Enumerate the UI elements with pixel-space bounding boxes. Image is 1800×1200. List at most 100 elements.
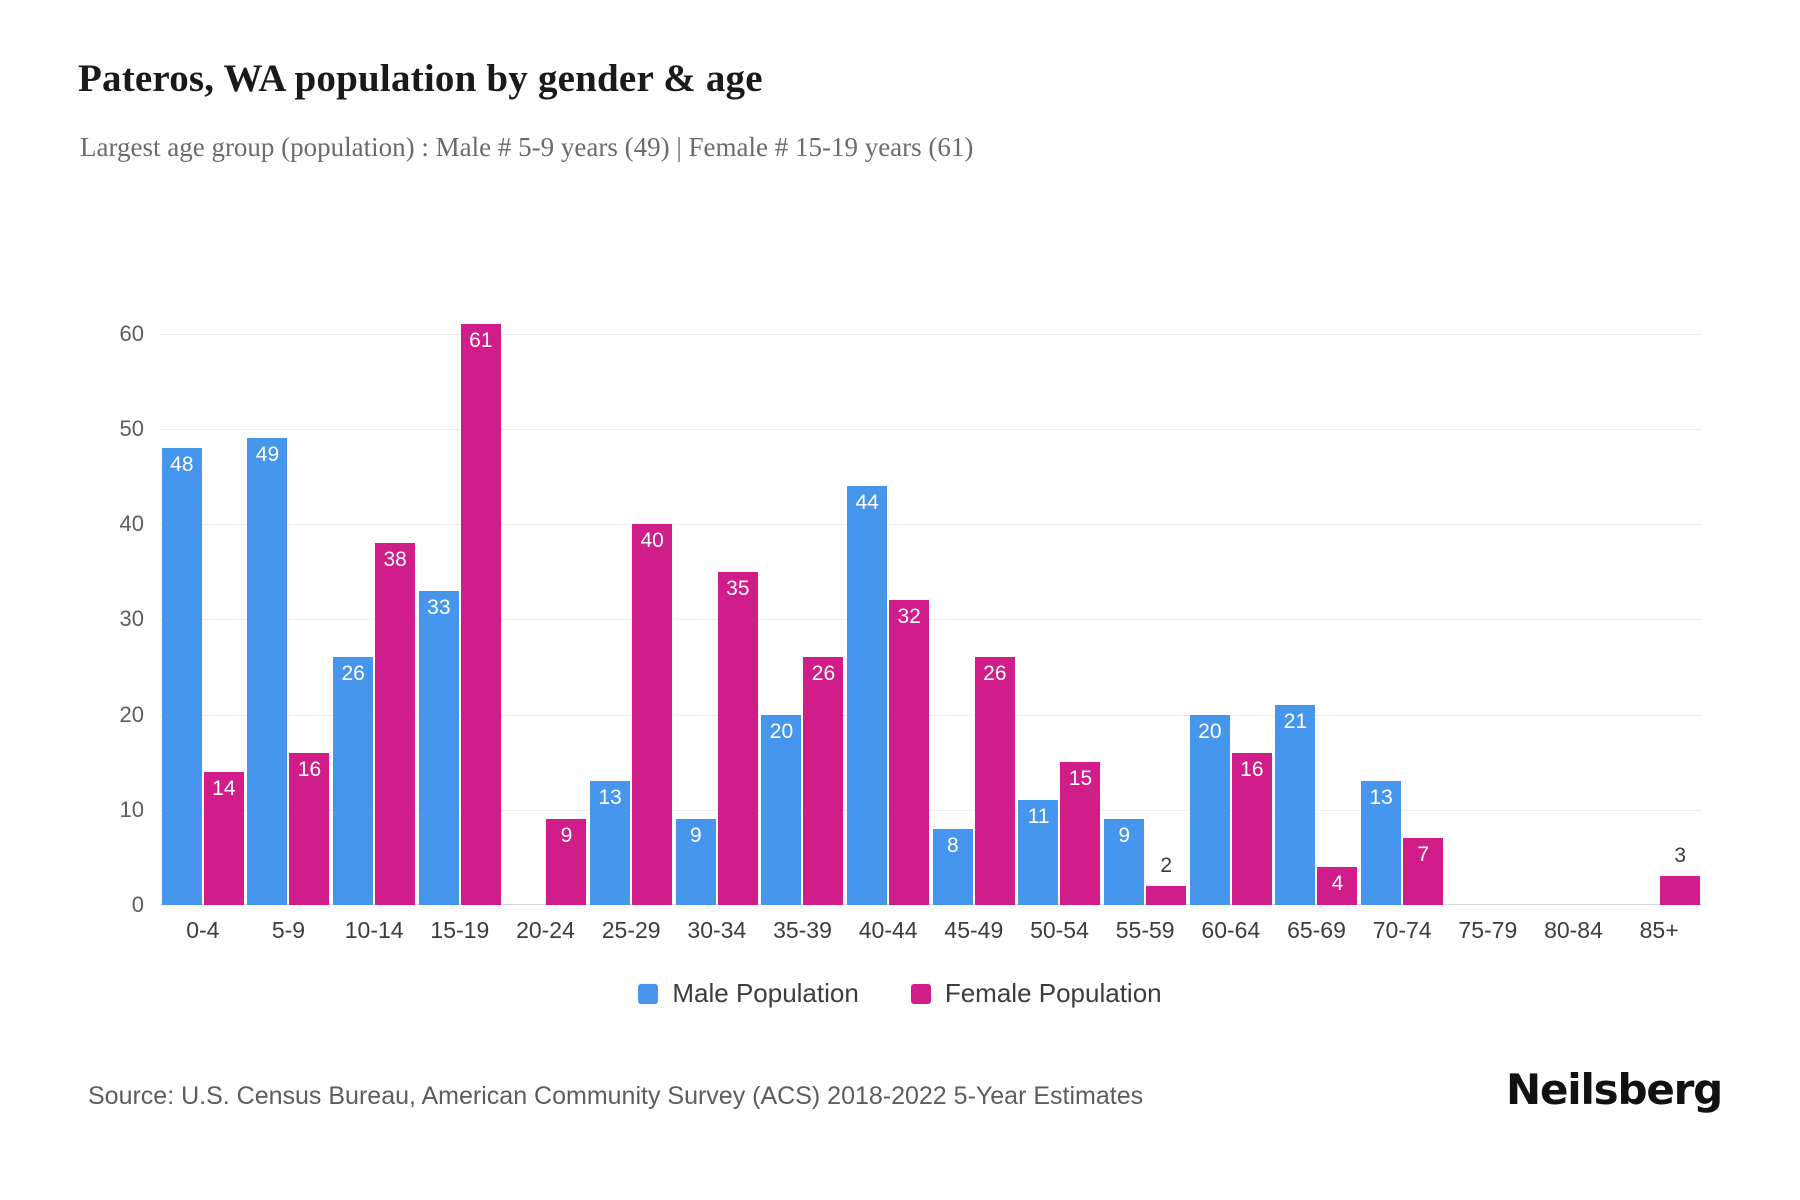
bar-value-label: 21	[1283, 710, 1308, 733]
bar[interactable]: 7	[1403, 838, 1444, 905]
bar-value-label: 8	[946, 833, 959, 857]
bar[interactable]: 38	[375, 543, 416, 905]
bar[interactable]: 11	[1018, 800, 1059, 905]
bar-value-label: 61	[469, 329, 493, 353]
x-axis-tick-label: 45-49	[944, 917, 1004, 943]
bar[interactable]: 26	[803, 657, 844, 905]
bar-value-label: 33	[427, 595, 451, 619]
bar-value-label: 20	[769, 719, 794, 743]
bar-group: 20 26	[760, 305, 846, 905]
y-axis-tick-label: 40	[119, 511, 144, 537]
bar[interactable]: 32	[889, 600, 930, 905]
legend-item-female[interactable]: Female Population	[910, 978, 1162, 1009]
x-axis-tick-label: 60-64	[1201, 917, 1261, 943]
y-axis-tick-label: 30	[119, 606, 144, 632]
gridline	[160, 333, 1702, 335]
bar[interactable]: 3	[1660, 844, 1701, 905]
bar-value-label: 13	[598, 786, 622, 810]
y-axis-tick-label: 0	[131, 892, 144, 917]
gridline	[160, 714, 1702, 716]
bar-value-label: 26	[341, 662, 365, 686]
bar-group: 48 14	[160, 305, 246, 905]
x-axis-tick-label: 55-59	[1115, 917, 1175, 943]
plot-area: 0 10 20 30 40 50 60 48 14 49 16 26 38 33 61 9 13 40 9 35 20…	[120, 305, 1702, 943]
bar[interactable]: 4	[1317, 866, 1358, 905]
bar-value-label: 38	[383, 548, 407, 572]
bar-value-label: 9	[560, 824, 573, 848]
bar[interactable]: 20	[761, 714, 802, 905]
bar[interactable]: 13	[590, 781, 631, 905]
bar[interactable]: 16	[289, 752, 330, 905]
x-axis-tick-label: 65-69	[1287, 917, 1346, 943]
bar-group: 20 16	[1188, 305, 1274, 905]
bar-group: 33 61	[417, 305, 503, 905]
legend-item-male[interactable]: Male Population	[638, 978, 859, 1009]
x-axis-line	[160, 904, 1702, 905]
bar-value-label: 26	[811, 662, 836, 686]
bar-value-label: 26	[983, 662, 1007, 686]
bar[interactable]: 21	[1275, 705, 1316, 905]
bar-group	[1531, 305, 1617, 905]
bar[interactable]: 61	[460, 324, 501, 905]
bar[interactable]: 16	[1231, 752, 1272, 905]
bar[interactable]: 44	[847, 485, 888, 905]
legend: Male Population Female Population	[0, 978, 1800, 1009]
bar-value-label: 15	[1068, 767, 1093, 791]
bar[interactable]: 40	[632, 524, 673, 905]
bar[interactable]: 13	[1361, 781, 1402, 905]
x-axis-tick-label: 75-79	[1458, 917, 1518, 943]
x-axis-tick-label: 50-54	[1030, 917, 1089, 943]
bar[interactable]: 2	[1146, 854, 1187, 905]
bar-value-label: 32	[897, 605, 921, 629]
x-axis-tick-label: 70-74	[1372, 917, 1432, 943]
gridline	[160, 809, 1702, 811]
page-title: Pateros, WA population by gender & age	[78, 57, 763, 100]
bar[interactable]: 48	[161, 447, 202, 905]
x-axis-tick-label: 20-24	[516, 917, 575, 943]
bar-value-label: 13	[1369, 786, 1393, 810]
x-axis-tick-label: 10-14	[344, 917, 404, 943]
bar[interactable]: 49	[247, 438, 288, 905]
y-axis-tick-label: 20	[119, 701, 144, 727]
brand-logo: Neilsberg	[1506, 1065, 1723, 1114]
bar[interactable]: 35	[717, 571, 758, 905]
bar-group: 9 35	[674, 305, 760, 905]
bar-group: 26 38	[331, 305, 417, 905]
bar-value-label: 35	[726, 576, 750, 600]
bar[interactable]: 33	[418, 590, 459, 905]
bar-group: 21 4	[1274, 305, 1360, 905]
bar-value-label: 48	[170, 452, 194, 476]
bar[interactable]: 14	[203, 771, 244, 905]
x-axis-tick-label: 85+	[1639, 917, 1679, 943]
page-subtitle: Largest age group (population) : Male # …	[80, 132, 974, 162]
bar-value-label: 16	[1240, 757, 1264, 781]
legend-swatch-female-icon	[910, 983, 931, 1004]
bar-value-label: 20	[1198, 719, 1222, 743]
bar[interactable]: 15	[1060, 762, 1101, 905]
bar-group: 9	[503, 305, 589, 905]
bar-group: 13 40	[588, 305, 674, 905]
bar[interactable]: 9	[546, 819, 587, 905]
bar-value-label: 44	[855, 490, 879, 514]
legend-swatch-male-icon	[638, 983, 659, 1004]
bar-value-label: 40	[640, 529, 664, 553]
x-axis-tick-label: 0-4	[186, 917, 220, 943]
bar[interactable]: 26	[974, 657, 1015, 905]
bar[interactable]: 26	[333, 657, 374, 905]
gridline	[160, 524, 1702, 526]
bar[interactable]: 8	[932, 828, 973, 905]
gridline	[160, 428, 1702, 430]
x-axis-tick-label: 80-84	[1544, 917, 1603, 943]
bar[interactable]: 20	[1189, 714, 1230, 905]
bar-value-label: 9	[1118, 824, 1130, 848]
bar-group: 13 7	[1359, 305, 1445, 905]
bar[interactable]: 9	[675, 819, 716, 905]
source-note: Source: U.S. Census Bureau, American Com…	[88, 1082, 1144, 1110]
bar-group: 49 16	[246, 305, 332, 905]
bar[interactable]: 9	[1104, 819, 1145, 905]
bar-value-label: 2	[1160, 853, 1172, 877]
y-axis-tick-label: 10	[119, 796, 144, 822]
gridline	[160, 619, 1702, 621]
